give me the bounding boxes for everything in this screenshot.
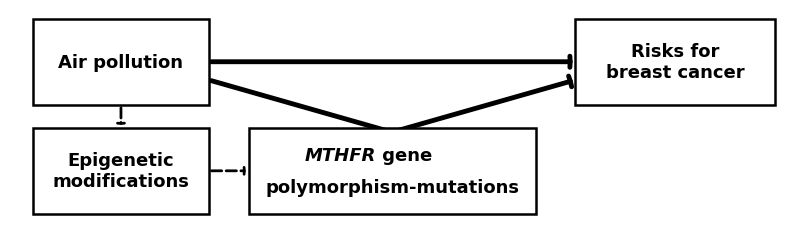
Text: Epigenetic
modifications: Epigenetic modifications <box>53 152 190 190</box>
Text: MTHFR: MTHFR <box>305 146 376 164</box>
FancyBboxPatch shape <box>575 19 774 105</box>
Text: gene: gene <box>376 146 432 164</box>
Text: polymorphism-mutations: polymorphism-mutations <box>265 178 519 196</box>
FancyBboxPatch shape <box>34 128 209 214</box>
Text: Risks for
breast cancer: Risks for breast cancer <box>606 43 744 82</box>
FancyBboxPatch shape <box>249 128 535 214</box>
FancyBboxPatch shape <box>34 19 209 105</box>
Text: Air pollution: Air pollution <box>58 54 183 71</box>
